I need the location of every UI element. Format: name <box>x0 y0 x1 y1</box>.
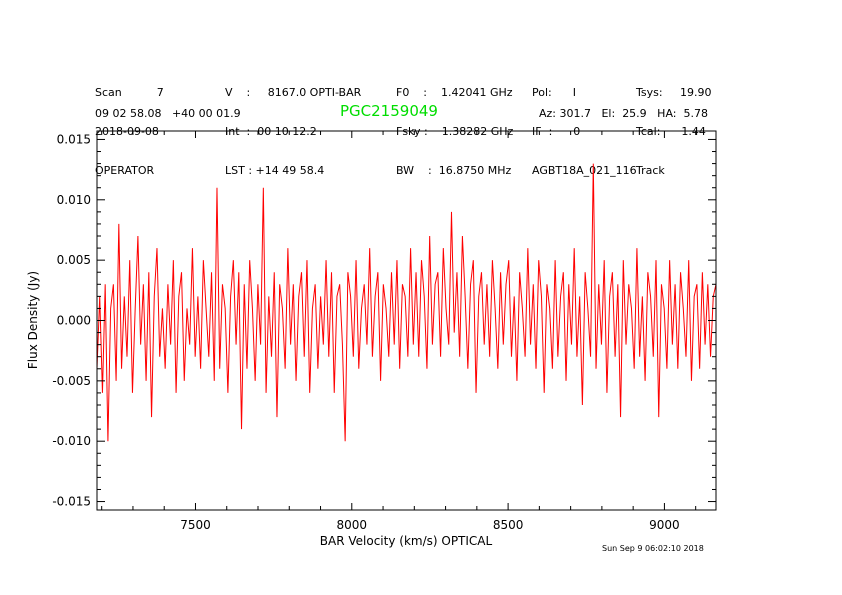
y-tick-label: 0.000 <box>57 314 91 328</box>
tsys-value: Tsys: 19.90 <box>636 86 712 99</box>
polarization: Pol: I <box>532 86 576 99</box>
series-layer <box>96 163 717 442</box>
bandwidth: BW : 16.8750 MHz <box>396 164 512 177</box>
y-tick-label: 0.015 <box>57 132 91 146</box>
rest-frequency: F0 : 1.42041 GHz <box>396 86 513 99</box>
x-tick-label: 8000 <box>337 518 368 532</box>
track-mode: Track <box>636 164 665 177</box>
lst-value: LST : +14 49 58.4 <box>225 164 325 177</box>
y-axis-title: Flux Density (Jy) <box>26 271 40 369</box>
x-tick-label: 8500 <box>493 518 524 532</box>
velocity-value: V : 8167.0 OPTI-BAR <box>225 86 362 99</box>
y-tick-label: -0.005 <box>52 374 91 388</box>
y-tick-label: -0.010 <box>52 434 91 448</box>
y-tick-label: 0.005 <box>57 253 91 267</box>
spectrum-line <box>96 163 717 442</box>
plot-timestamp: Sun Sep 9 06:02:10 2018 <box>602 544 704 553</box>
ticks-layer: 7500 8000 8500 9000 -0.015 -0.010 -0.005 0.000 0… <box>52 131 716 532</box>
source-coordinates: 09 02 58.08 +40 00 01.9 <box>95 107 241 120</box>
x-tick-label: 9000 <box>649 518 680 532</box>
x-axis-title: BAR Velocity (km/s) OPTICAL <box>320 534 493 548</box>
project-id: AGBT18A_021_116 <box>532 164 637 177</box>
y-tick-label: 0.010 <box>57 193 91 207</box>
y-tick-label: -0.015 <box>52 495 91 509</box>
pointing-info: Az: 301.7 El: 25.9 HA: 5.78 <box>539 107 708 120</box>
operator: OPERATOR <box>95 164 155 177</box>
object-name: PGC2159049 <box>340 102 438 120</box>
scan-number: Scan 7 <box>95 86 164 99</box>
x-tick-label: 7500 <box>180 518 211 532</box>
